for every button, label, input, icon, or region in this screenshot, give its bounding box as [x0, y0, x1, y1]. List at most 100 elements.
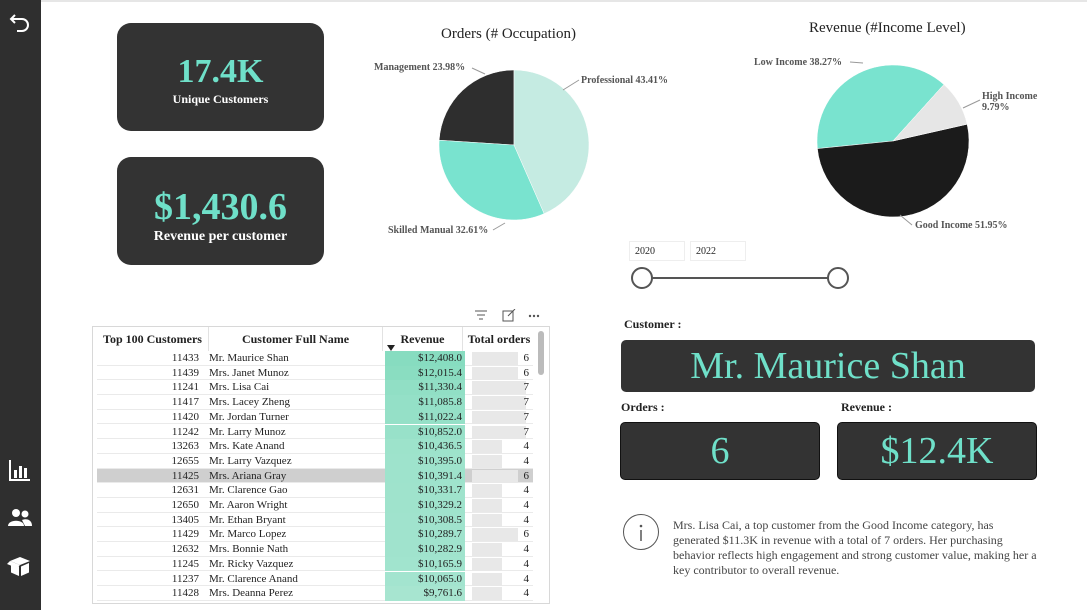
cell-customer-name: Mr. Marco Lopez	[209, 528, 287, 541]
cell-revenue: $11,022.4	[385, 409, 465, 425]
col-header-total-orders[interactable]: Total orders	[467, 331, 531, 346]
orders-data-bar	[472, 352, 519, 365]
orders-slice-professional[interactable]	[513, 69, 590, 214]
cell-customer-name: Mrs. Kate Anand	[209, 440, 285, 453]
cell-total-orders: 4	[470, 542, 532, 557]
bar-chart-icon[interactable]	[6, 456, 34, 484]
cell-revenue: $10,852.0	[385, 424, 465, 440]
revenue-slice-high-income[interactable]	[892, 84, 968, 142]
cell-customer-id: 11420	[171, 410, 199, 423]
cell-customer-name: Mr. Ricky Vazquez	[209, 557, 294, 570]
table-row[interactable]: 11425 Mrs. Ariana Gray $10,391.4 6	[97, 468, 533, 484]
back-icon[interactable]	[6, 8, 34, 36]
cell-customer-name: Mrs. Janet Munoz	[209, 366, 289, 379]
orders-pie-title: Orders (# Occupation)	[441, 26, 576, 42]
table-row[interactable]: 11428 Mrs. Deanna Perez $9,761.6 4	[97, 586, 533, 601]
orders-data-bar	[472, 425, 527, 439]
cell-customer-id: 11433	[171, 352, 199, 364]
table-row[interactable]: 12655 Mr. Larry Vazquez $10,395.0 4	[97, 453, 533, 469]
cell-revenue: $10,436.5	[385, 439, 465, 454]
pie-label-high-income: High Income	[982, 91, 1038, 102]
pie-label-low-income: Low Income 38.27%	[754, 57, 843, 68]
cell-customer-name: Mr. Maurice Shan	[209, 352, 289, 364]
table-row[interactable]: 13263 Mrs. Kate Anand $10,436.5 4	[97, 439, 533, 454]
cell-customer-id: 11425	[171, 469, 199, 482]
slider-handle-end	[827, 267, 849, 289]
table-row[interactable]: 13405 Mr. Ethan Bryant $10,308.5 4	[97, 512, 533, 528]
orders-data-bar	[472, 543, 503, 557]
table-row[interactable]: 11237 Mr. Clarence Anand $10,065.0 4	[97, 571, 533, 587]
cell-revenue: $10,329.2	[385, 498, 465, 513]
slicer-end-input[interactable]: 2022	[690, 241, 746, 261]
cell-customer-id: 11245	[171, 557, 199, 570]
cell-customer-id: 12631	[171, 484, 200, 497]
col-header-full-name[interactable]: Customer Full Name	[209, 327, 383, 351]
cell-customer-name: Mrs. Deanna Perez	[209, 587, 293, 600]
col-header-top-customers[interactable]: Top 100 Customers	[97, 327, 209, 351]
cell-customer-name: Mr. Ethan Bryant	[209, 513, 286, 526]
cell-customer-id: 13263	[171, 440, 200, 453]
cell-total-orders: 7	[470, 395, 532, 410]
cell-revenue: $10,308.5	[385, 512, 465, 528]
orders-data-bar	[472, 410, 527, 424]
cell-revenue: $11,330.4	[385, 380, 465, 396]
table-row[interactable]: 11242 Mr. Larry Munoz $10,852.0 7	[97, 424, 533, 440]
table-row[interactable]: 11429 Mr. Marco Lopez $10,289.7 6	[97, 527, 533, 543]
orders-data-bar	[472, 366, 519, 380]
pie-label-professional: Professional 43.41%	[581, 75, 669, 86]
table-row[interactable]: 12650 Mr. Aaron Wright $10,329.2 4	[97, 498, 533, 513]
cell-customer-name: Mr. Larry Vazquez	[209, 454, 292, 467]
users-icon[interactable]	[6, 504, 34, 532]
table-row[interactable]: 11417 Mrs. Lacey Zheng $11,085.8 7	[97, 395, 533, 410]
cell-revenue: $9,761.6	[385, 586, 465, 601]
orders-data-bar	[472, 557, 503, 571]
cell-revenue: $10,165.9	[385, 556, 465, 572]
table-row[interactable]: 11420 Mr. Jordan Turner $11,022.4 7	[97, 409, 533, 425]
table-row[interactable]: 12631 Mr. Clarence Gao $10,331.7 4	[97, 483, 533, 498]
orders-slice-management[interactable]	[438, 69, 515, 146]
revenue-label: Revenue :	[841, 400, 892, 414]
table-row[interactable]: 12632 Mrs. Bonnie Nath $10,282.9 4	[97, 542, 533, 557]
table-row[interactable]: 11245 Mr. Ricky Vazquez $10,165.9 4	[97, 556, 533, 572]
year-range-slider[interactable]	[628, 264, 854, 292]
slicer-start-input[interactable]: 2020	[629, 241, 685, 261]
revenue-slice-low-income[interactable]	[816, 64, 945, 149]
cell-customer-id: 12632	[171, 543, 200, 556]
cell-total-orders: 4	[470, 513, 532, 528]
cell-total-orders: 4	[470, 557, 532, 572]
orders-data-bar	[472, 499, 503, 512]
cell-customer-name: Mrs. Bonnie Nath	[209, 543, 289, 556]
cell-customer-id: 11242	[171, 425, 199, 438]
customer-label: Customer :	[624, 317, 682, 331]
focus-mode-icon[interactable]	[502, 309, 516, 322]
box-icon[interactable]	[6, 552, 34, 580]
kpi-label: Unique Customers	[172, 92, 269, 106]
table-row[interactable]: 11439 Mrs. Janet Munoz $12,015.4 6	[97, 365, 533, 381]
pie-label-skilled-manual: Skilled Manual 32.61%	[388, 225, 489, 236]
more-options-icon[interactable]	[528, 314, 540, 318]
cell-customer-id: 11417	[171, 396, 199, 409]
info-icon	[623, 514, 659, 550]
kpi-value: $1,430.6	[154, 186, 287, 228]
revenue-value-card: $12.4K	[837, 422, 1037, 480]
table-row[interactable]: 11241 Mrs. Lisa Cai $11,330.4 7	[97, 380, 533, 396]
revenue-slice-good-income[interactable]	[817, 123, 970, 218]
cell-revenue: $11,085.8	[385, 395, 465, 410]
orders-slice-skilled-manual[interactable]	[438, 139, 545, 221]
orders-data-bar	[472, 469, 519, 483]
top-customers-table[interactable]: Top 100 Customers Customer Full Name Rev…	[92, 326, 550, 604]
filter-icon[interactable]	[475, 310, 487, 320]
orders-data-bar	[472, 381, 527, 395]
cell-revenue: $10,065.0	[385, 571, 465, 587]
customer-name-card: Mr. Maurice Shan	[621, 340, 1035, 392]
table-row[interactable]: 11433 Mr. Maurice Shan $12,408.0 6	[97, 351, 533, 366]
col-header-revenue[interactable]: Revenue	[383, 327, 463, 351]
sort-desc-icon[interactable]	[387, 345, 395, 351]
cell-customer-id: 11429	[171, 528, 199, 541]
cell-total-orders: 6	[470, 351, 532, 366]
orders-pie-chart[interactable]	[0, 0, 1087, 300]
cell-revenue: $10,331.7	[385, 483, 465, 498]
cell-customer-id: 11237	[171, 572, 199, 585]
kpi-unique-customers: 17.4K Unique Customers	[117, 23, 324, 131]
table-scrollbar[interactable]	[538, 331, 544, 375]
